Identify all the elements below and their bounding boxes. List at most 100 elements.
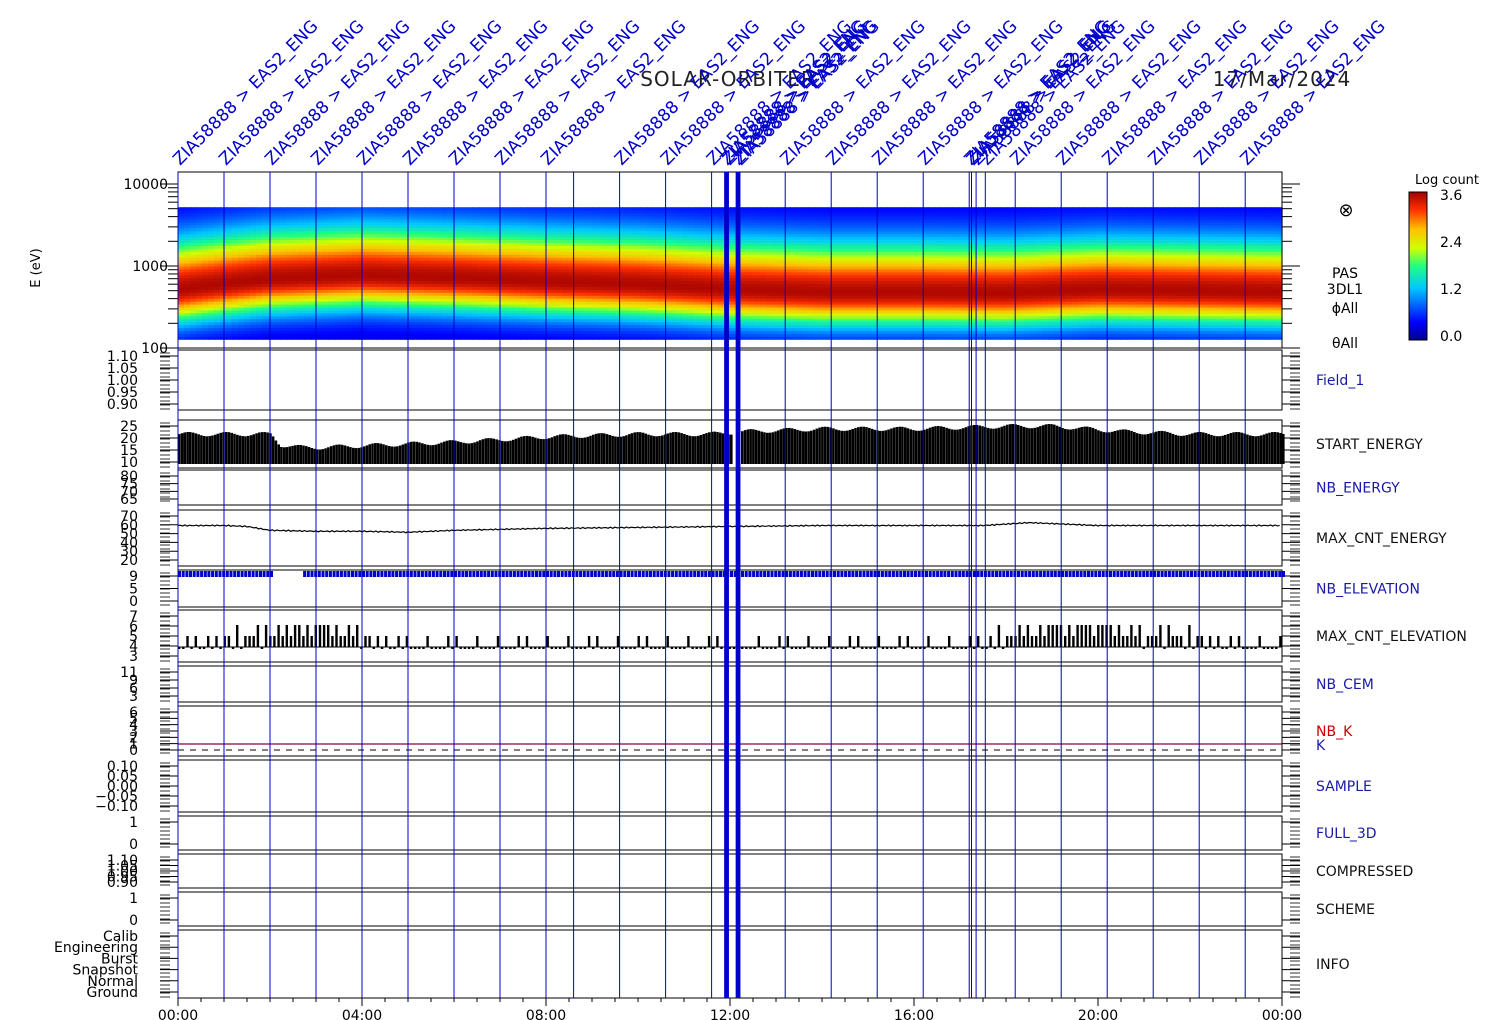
spectrogram-cell bbox=[790, 274, 797, 279]
spectrogram-cell bbox=[544, 213, 551, 217]
spectrogram-cell bbox=[412, 327, 419, 331]
spectrogram-cell bbox=[490, 318, 497, 323]
spectrogram-cell bbox=[622, 277, 629, 282]
spectrogram-cell bbox=[382, 289, 389, 293]
spectrogram-cell bbox=[730, 265, 737, 270]
spectrogram-cell bbox=[256, 245, 263, 249]
spectrogram-cell bbox=[286, 292, 293, 296]
spectrogram-cell bbox=[550, 245, 557, 249]
spectrogram-cell bbox=[448, 286, 455, 290]
spectrogram-cell bbox=[472, 277, 479, 282]
spectrogram-cell bbox=[682, 324, 689, 329]
spectrogram-cell bbox=[328, 289, 335, 293]
spectrogram-cell bbox=[340, 306, 347, 311]
spectrogram-cell bbox=[400, 221, 407, 226]
spectrogram-cell bbox=[328, 218, 335, 223]
spectrogram-cell bbox=[748, 324, 755, 329]
spectrogram-cell bbox=[328, 324, 335, 329]
spectrogram-cell bbox=[688, 254, 695, 258]
spectrogram-cell bbox=[490, 336, 497, 340]
spectrogram-cell bbox=[682, 309, 689, 314]
spectrogram-cell bbox=[820, 330, 827, 334]
spectrogram-cell bbox=[820, 306, 827, 311]
spectrogram-cell bbox=[310, 213, 317, 217]
spectrogram-cell bbox=[538, 221, 545, 226]
spectrogram-cell bbox=[442, 333, 449, 337]
spectrogram-cell bbox=[556, 257, 563, 261]
spectrogram-cell bbox=[310, 248, 317, 252]
spectrogram-cell bbox=[202, 280, 209, 285]
spectrogram-cell bbox=[658, 283, 665, 287]
spectrogram-image bbox=[177, 171, 1283, 349]
spectrogram-cell bbox=[244, 321, 251, 326]
spectrogram-cell bbox=[184, 315, 191, 320]
spectrogram-cell bbox=[682, 213, 689, 217]
spectrogram-cell bbox=[454, 242, 461, 246]
spectrogram-cell bbox=[670, 254, 677, 258]
spectrogram-cell bbox=[418, 230, 425, 235]
spectrogram-cell bbox=[484, 271, 491, 276]
spectrogram-cell bbox=[340, 216, 347, 220]
spectrogram-cell bbox=[532, 230, 539, 235]
spectrogram-cell bbox=[226, 280, 233, 285]
spectrogram-cell bbox=[274, 265, 281, 270]
spectrogram-cell bbox=[418, 260, 425, 264]
spectrogram-cell bbox=[178, 271, 185, 276]
spectrogram-cell bbox=[262, 330, 269, 334]
spectrogram-cell bbox=[238, 245, 245, 249]
spectrogram-cell bbox=[394, 239, 401, 243]
spectrogram-cell bbox=[754, 292, 761, 296]
spectrogram-cell bbox=[214, 257, 221, 261]
spectrogram-cell bbox=[604, 230, 611, 235]
spectrogram-cell bbox=[544, 274, 551, 279]
spectrogram-cell bbox=[304, 257, 311, 261]
spectrogram-cell bbox=[304, 277, 311, 282]
spectrogram-cell bbox=[262, 262, 269, 267]
spectrogram-cell bbox=[538, 336, 545, 340]
spectrogram-cell bbox=[466, 213, 473, 217]
spectrogram-cell bbox=[562, 251, 569, 255]
spectrogram-cell bbox=[298, 298, 305, 302]
spectrogram-cell bbox=[490, 289, 497, 293]
spectrogram-cell bbox=[814, 315, 821, 320]
spectrogram-cell bbox=[358, 298, 365, 302]
spectrogram-cell bbox=[568, 292, 575, 296]
spectrogram-cell bbox=[448, 218, 455, 223]
spectrogram-cell bbox=[190, 274, 197, 279]
spectrogram-cell bbox=[508, 274, 515, 279]
spectrogram-cell bbox=[748, 289, 755, 293]
spectrogram-cell bbox=[364, 336, 371, 340]
spectrogram-cell bbox=[460, 333, 467, 337]
spectrogram-cell bbox=[334, 271, 341, 276]
spectrogram-cell bbox=[406, 257, 413, 261]
spectrogram-cell bbox=[184, 230, 191, 235]
spectrogram-cell bbox=[358, 330, 365, 334]
spectrogram-cell bbox=[496, 309, 503, 314]
spectrogram-cell bbox=[334, 216, 341, 220]
spectrogram-cell bbox=[478, 230, 485, 235]
spectrogram-cell bbox=[628, 327, 635, 331]
spectrogram-cell bbox=[772, 277, 779, 282]
spectrogram-cell bbox=[526, 318, 533, 323]
spectrogram-cell bbox=[250, 268, 257, 273]
spectrogram-cell bbox=[418, 336, 425, 340]
spectrogram-cell bbox=[550, 230, 557, 235]
spectrogram-cell bbox=[280, 251, 287, 255]
spectrogram-cell bbox=[304, 210, 311, 214]
spectrogram-cell bbox=[376, 301, 383, 305]
spectrogram-cell bbox=[502, 230, 509, 235]
spectrogram-cell bbox=[814, 289, 821, 293]
spectrogram-cell bbox=[622, 324, 629, 329]
spectrogram-cell bbox=[796, 333, 803, 337]
spectrogram-cell bbox=[526, 207, 533, 211]
spectrogram-cell bbox=[574, 324, 581, 329]
spectrogram-cell bbox=[478, 210, 485, 214]
spectrogram-cell bbox=[400, 260, 407, 264]
spectrogram-cell bbox=[466, 333, 473, 337]
spectrogram-cell bbox=[220, 292, 227, 296]
spectrogram-cell bbox=[322, 207, 329, 211]
spectrogram-cell bbox=[814, 301, 821, 305]
spectrogram-cell bbox=[394, 309, 401, 314]
spectrogram-cell bbox=[286, 221, 293, 226]
spectrogram-cell bbox=[286, 298, 293, 302]
